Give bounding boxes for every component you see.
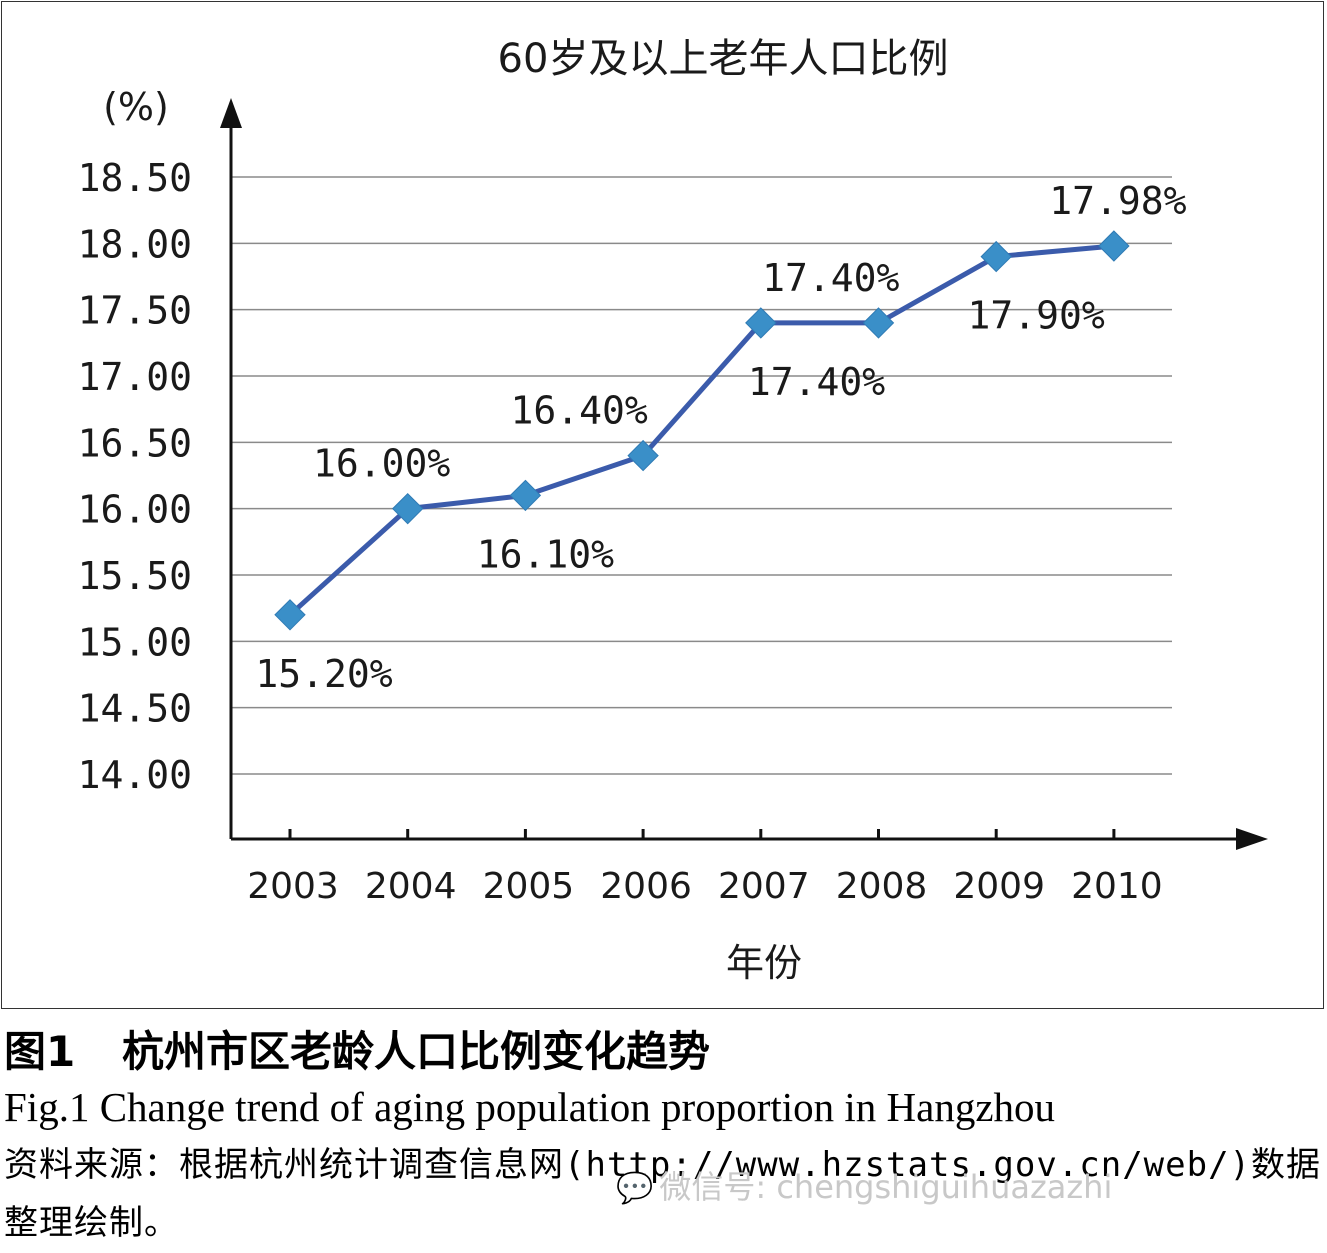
data-label: 17.98%: [1049, 179, 1186, 223]
x-tick-label: 2006: [600, 866, 692, 907]
data-point: [274, 599, 306, 631]
x-tick-label: 2004: [365, 866, 457, 907]
y-tick-label: 15.50: [78, 554, 192, 598]
data-point: [627, 439, 659, 472]
data-label: 16.00%: [313, 442, 450, 486]
y-tick-label: 16.00: [78, 488, 192, 532]
data-point: [862, 307, 895, 339]
x-tick-label: 2009: [953, 866, 1045, 907]
y-tick-label: 18.50: [78, 156, 192, 200]
data-point: [745, 307, 777, 339]
data-point: [1098, 230, 1130, 262]
wechat-icon: 💬: [616, 1171, 654, 1206]
x-tick-label: 2008: [836, 866, 928, 907]
data-source-note: 资料来源：根据杭州统计调查信息网(http://www.hzstats.gov.…: [4, 1145, 1322, 1243]
watermark-text: 微信号: chengshiguihuazazhi: [659, 1168, 1113, 1206]
line-chart: 14.00 14.50 15.00 15.50 16.00 16.50 17.00 17.50…: [78, 36, 1268, 985]
y-tick-label: 15.00: [78, 620, 192, 664]
data-label: 17.40%: [762, 256, 899, 300]
series-line: [288, 243, 1115, 617]
x-axis-arrow-icon: [1236, 828, 1268, 850]
y-axis-arrow-icon: [220, 98, 242, 128]
figure-title-cn: 杭州市区老龄人口比例变化趋势: [122, 1027, 711, 1076]
chart-title: 60岁及以上老年人口比例: [498, 36, 949, 82]
x-tick-label: 2010: [1071, 866, 1163, 907]
data-label: 17.40%: [748, 360, 885, 404]
figure-caption-cn: 图1 杭州市区老龄人口比例变化趋势: [4, 1022, 710, 1082]
chart-frame: 14.00 14.50 15.00 15.50 16.00 16.50 17.00 17.50…: [1, 1, 1324, 1009]
figure-number: 图1: [4, 1027, 76, 1076]
figure-caption-en: Fig.1 Change trend of aging population p…: [4, 1084, 1056, 1130]
y-axis-label: (%): [103, 85, 169, 129]
data-point: [509, 479, 542, 512]
x-axis-label: 年份: [726, 941, 802, 985]
data-point: [980, 240, 1012, 273]
data-label: 17.90%: [968, 294, 1105, 338]
data-point: [391, 492, 424, 525]
y-tick-label: 14.00: [78, 753, 192, 797]
x-tick-label: 2005: [483, 866, 575, 907]
x-tick-label: 2003: [247, 866, 339, 907]
y-tick-label: 16.50: [78, 421, 192, 465]
y-tick-label: 18.00: [78, 222, 192, 266]
data-label: 16.10%: [477, 532, 614, 576]
x-tick-label: 2007: [718, 866, 810, 907]
data-label: 15.20%: [255, 652, 392, 696]
y-tick-label: 17.00: [78, 355, 192, 399]
y-tick-label: 17.50: [78, 289, 192, 333]
watermark: 💬 微信号: chengshiguihuazazhi: [616, 1162, 1112, 1208]
data-label: 16.40%: [510, 389, 647, 433]
y-tick-label: 14.50: [78, 687, 192, 731]
